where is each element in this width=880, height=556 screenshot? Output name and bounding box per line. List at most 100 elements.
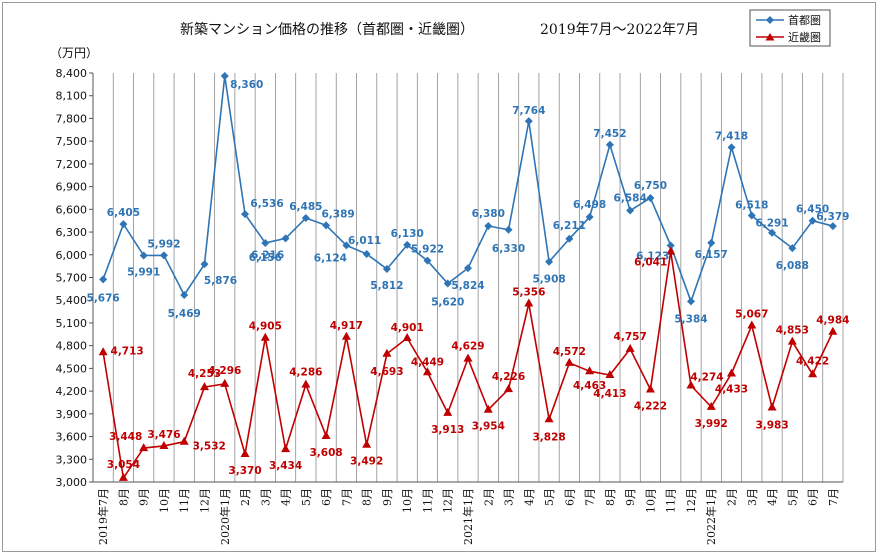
x-tick-label: 5月 — [786, 488, 799, 506]
data-point-kinki — [240, 448, 250, 457]
data-label-kinki: 4,286 — [289, 367, 322, 379]
y-tick-label: 8,100 — [56, 90, 88, 103]
data-point-kinki — [747, 320, 757, 329]
data-label-shutoken: 6,130 — [391, 228, 424, 240]
y-tick-label: 7,800 — [56, 112, 88, 125]
x-tick-label: 2月 — [482, 488, 495, 506]
data-label-kinki: 4,422 — [796, 355, 829, 367]
data-point-kinki — [645, 384, 655, 393]
data-point-kinki — [159, 440, 169, 449]
y-tick-label: 5,100 — [56, 317, 88, 330]
data-label-kinki: 3,532 — [193, 441, 226, 453]
data-label-kinki: 4,463 — [573, 380, 606, 392]
data-label-kinki: 4,433 — [715, 383, 748, 395]
data-point-shutoken — [261, 238, 270, 247]
x-tick-label: 7月 — [340, 488, 353, 506]
data-label-shutoken: 6,211 — [553, 220, 586, 232]
data-point-shutoken — [99, 275, 108, 284]
x-tick-label: 3月 — [746, 488, 759, 506]
data-label-shutoken: 6,380 — [472, 208, 505, 220]
legend-label-shutoken: 首都圏 — [788, 13, 821, 27]
data-label-shutoken: 8,360 — [230, 79, 263, 91]
x-tick-label: 9月 — [381, 488, 394, 506]
data-point-shutoken — [342, 241, 351, 250]
data-point-shutoken — [565, 234, 574, 243]
x-tick-label: 4月 — [523, 488, 536, 506]
data-point-kinki — [767, 402, 777, 411]
data-point-shutoken — [464, 264, 472, 273]
data-label-kinki: 3,828 — [532, 431, 565, 443]
data-label-shutoken: 6,379 — [816, 211, 849, 223]
data-point-kinki — [422, 367, 432, 376]
data-label-kinki: 3,370 — [228, 465, 261, 477]
data-label-shutoken: 5,824 — [451, 280, 484, 292]
data-point-kinki — [341, 331, 351, 340]
data-point-kinki — [686, 380, 696, 389]
y-tick-label: 7,200 — [56, 158, 88, 171]
data-point-kinki — [402, 333, 412, 342]
x-tick-label: 7月 — [827, 488, 840, 506]
x-axis-ticks: 2019年7月 8月 9月 10月 11月 12月 2020年1月 2月 3月 4月 5月 6月 7月 8… — [96, 488, 840, 545]
data-label-shutoken: 6,389 — [321, 208, 354, 220]
data-label-kinki: 3,492 — [350, 456, 383, 468]
data-label-shutoken: 6,124 — [314, 252, 347, 264]
data-label-kinki: 4,629 — [451, 341, 484, 353]
x-tick-label: 6月 — [807, 488, 820, 506]
data-point-shutoken — [159, 251, 168, 260]
data-point-kinki — [301, 379, 311, 388]
data-point-shutoken — [626, 206, 635, 215]
data-label-kinki: 4,449 — [411, 356, 444, 368]
data-point-shutoken — [484, 221, 493, 230]
x-tick-label: 2019年7月 — [96, 488, 110, 545]
data-label-shutoken: 7,418 — [715, 130, 748, 142]
data-label-shutoken: 6,156 — [249, 252, 282, 264]
data-label-shutoken: 5,991 — [127, 266, 160, 278]
data-label-kinki: 3,434 — [269, 460, 302, 472]
data-point-shutoken — [585, 213, 594, 222]
data-label-kinki: 4,853 — [776, 325, 809, 337]
y-tick-label: 3,900 — [56, 408, 88, 421]
y-tick-label: 6,000 — [56, 249, 88, 262]
data-point-kinki — [139, 443, 149, 452]
data-point-shutoken — [707, 238, 716, 247]
data-point-shutoken — [241, 210, 250, 219]
data-point-kinki — [666, 246, 676, 255]
data-point-kinki — [443, 407, 453, 416]
data-point-shutoken — [747, 211, 756, 220]
legend-box — [749, 9, 831, 47]
data-label-kinki: 4,905 — [249, 321, 282, 333]
data-point-shutoken — [686, 297, 695, 306]
x-tick-label: 12月 — [685, 488, 698, 513]
y-tick-label: 4,200 — [56, 385, 88, 398]
data-point-shutoken — [200, 260, 209, 269]
x-tick-label: 11月 — [421, 488, 434, 513]
data-point-kinki — [98, 347, 108, 356]
data-point-kinki — [118, 472, 128, 481]
x-tick-label: 10月 — [401, 488, 414, 513]
data-point-shutoken — [281, 234, 290, 243]
data-label-shutoken: 6,485 — [289, 201, 322, 213]
x-tick-label: 7月 — [584, 488, 597, 506]
data-label-shutoken: 7,764 — [512, 105, 545, 117]
legend-marker-kinki — [765, 33, 775, 41]
legend-marker-shutoken — [766, 16, 774, 24]
data-label-kinki: 3,476 — [147, 429, 180, 441]
data-label-kinki: 4,253 — [188, 368, 221, 380]
x-tick-label: 8月 — [117, 488, 130, 506]
data-label-shutoken: 6,011 — [348, 235, 381, 247]
data-point-shutoken — [301, 214, 310, 223]
data-label-kinki: 6,041 — [634, 257, 667, 269]
data-label-shutoken: 5,620 — [431, 297, 464, 309]
data-label-kinki: 5,356 — [512, 287, 545, 299]
data-label-shutoken: 5,922 — [411, 244, 444, 256]
data-point-kinki — [706, 401, 716, 410]
x-tick-label: 11月 — [178, 488, 191, 513]
legend: 首都圏 近畿圏 — [749, 9, 831, 47]
data-point-shutoken — [605, 140, 614, 149]
data-point-kinki — [179, 436, 189, 445]
data-label-kinki: 4,226 — [492, 371, 525, 383]
chart-title: 新築マンション価格の推移（首都圏・近畿圏） — [180, 22, 474, 38]
data-label-shutoken: 6,536 — [250, 198, 283, 210]
data-label-shutoken: 5,908 — [532, 274, 565, 286]
